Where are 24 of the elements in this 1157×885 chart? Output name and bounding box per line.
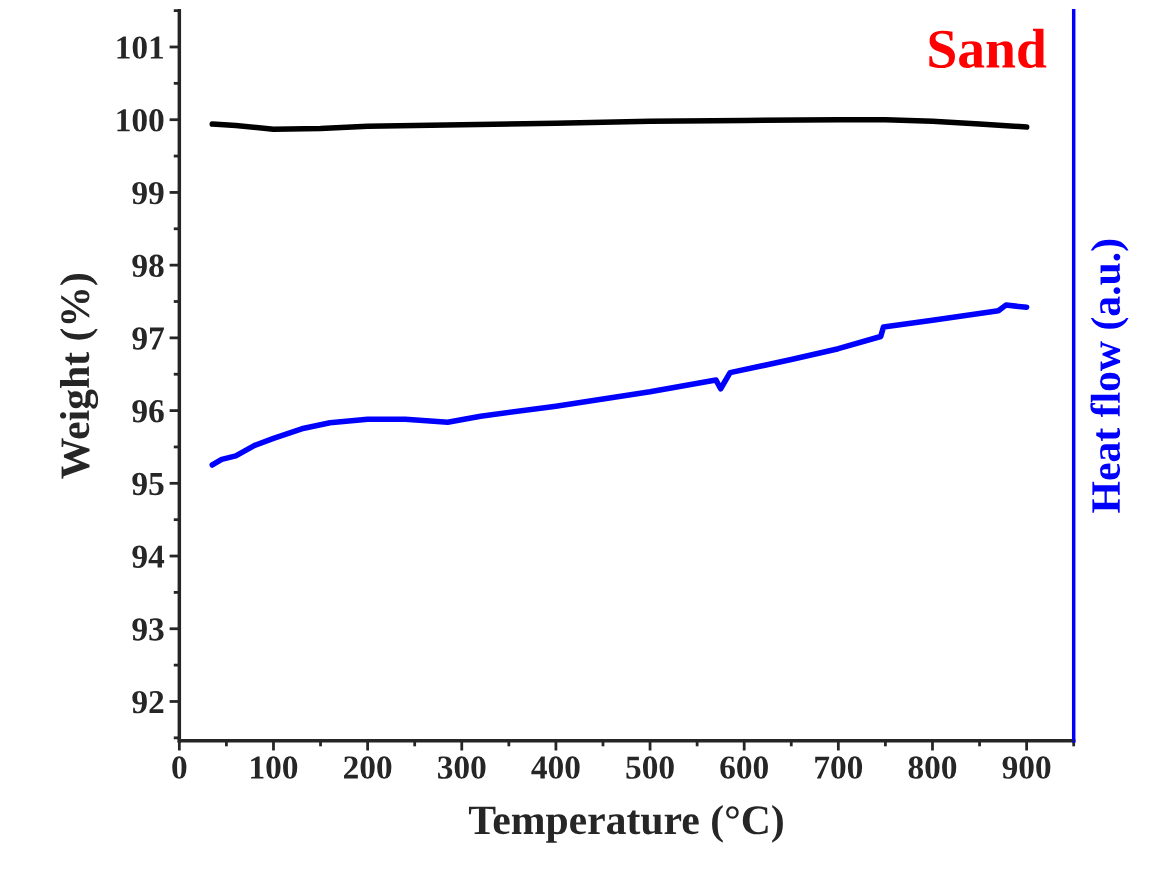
y-tick-label: 92: [132, 690, 164, 714]
x-axis-title: Temperature (°C): [468, 805, 783, 843]
y-tick-label: 96: [132, 400, 164, 423]
y-axis-title: Weight (%): [59, 273, 99, 479]
x-tick-label: 300: [438, 756, 486, 779]
y-tick-label: 99: [132, 181, 164, 205]
y-tick-label: 100: [117, 109, 164, 132]
x-tick-label: 0: [172, 756, 187, 779]
y-tick-label: 101: [117, 36, 164, 59]
y2-axis-title: Heat flow (a.u.): [1090, 239, 1129, 513]
x-tick-label: 400: [531, 756, 580, 779]
y-tick-label: 97: [132, 327, 164, 350]
y-tick-label: 94: [132, 545, 165, 568]
x-tick-label: 200: [344, 756, 392, 779]
x-tick-label: 600: [720, 756, 768, 779]
y-tick-label: 95: [132, 472, 164, 496]
x-tick-label: 800: [908, 756, 957, 779]
y-tick-label: 98: [132, 254, 164, 278]
annotation: Sand: [929, 28, 1047, 68]
y-tick-label: 93: [132, 618, 164, 641]
x-tick-label: 500: [626, 756, 674, 779]
x-tick-label: 100: [251, 756, 298, 779]
x-tick-label: 900: [1002, 756, 1051, 779]
x-tick-label: 700: [815, 756, 863, 779]
